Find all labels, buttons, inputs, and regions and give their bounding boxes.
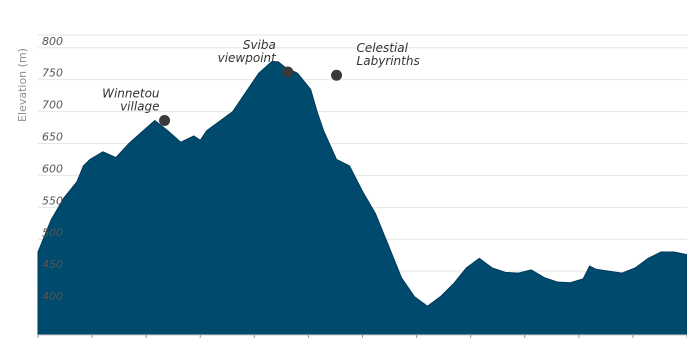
elevation-area: [37, 61, 687, 336]
y-axis-title: Elevation (m): [16, 48, 29, 122]
annotation-marker: [159, 115, 171, 127]
annotation-label: village: [120, 100, 159, 114]
area-layer: [37, 61, 687, 336]
y-tick-label-450: 450: [42, 258, 63, 271]
y-tick-label-600: 600: [42, 162, 63, 175]
y-tick-label-500: 500: [42, 226, 63, 239]
y-tick-label-700: 700: [42, 99, 63, 112]
annotation-label: Celestial: [357, 41, 409, 55]
annotation-label: Sviba: [243, 38, 276, 52]
annotation-marker: [331, 69, 343, 81]
tick-layer: 400 450 500 550 600 650 700 750 800: [37, 35, 687, 338]
annotation-label: viewpoint: [218, 51, 278, 65]
y-tick-label-650: 650: [42, 131, 63, 144]
annotation-marker: [282, 66, 294, 78]
y-tick-label-550: 550: [42, 194, 63, 207]
annotation-label: Labyrinths: [357, 54, 420, 68]
y-tick-label-750: 750: [42, 67, 63, 80]
y-tick-label-800: 800: [42, 35, 63, 48]
annotation-label: Winnetou: [102, 87, 160, 101]
y-tick-label-400: 400: [42, 290, 63, 303]
